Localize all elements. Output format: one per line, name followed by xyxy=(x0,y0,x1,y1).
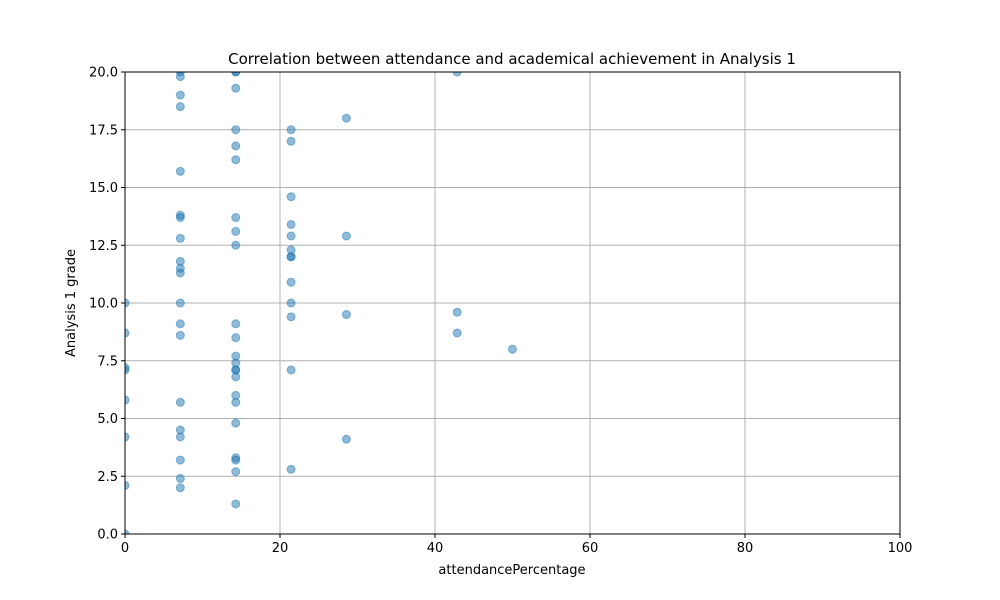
x-tick-label: 0 xyxy=(121,541,129,556)
data-point xyxy=(175,268,185,278)
data-point xyxy=(231,372,241,382)
data-point xyxy=(125,529,130,534)
data-point xyxy=(508,344,517,354)
data-point xyxy=(452,328,462,338)
data-point xyxy=(231,319,241,329)
data-point xyxy=(286,125,296,135)
data-point xyxy=(341,113,351,123)
data-point xyxy=(231,213,241,223)
data-point xyxy=(341,434,351,444)
data-point xyxy=(175,166,185,176)
data-point xyxy=(125,328,130,338)
data-point xyxy=(231,226,241,236)
data-point xyxy=(175,319,185,329)
y-tick-label: 12.5 xyxy=(89,239,118,254)
data-point xyxy=(286,312,296,322)
data-point xyxy=(175,455,185,465)
data-point xyxy=(125,480,130,490)
data-point xyxy=(175,330,185,340)
data-point xyxy=(175,102,185,112)
x-tick-label: 40 xyxy=(427,541,444,556)
chart-title: Correlation between attendance and acade… xyxy=(228,50,796,68)
data-point xyxy=(231,72,241,77)
y-axis-label: Analysis 1 grade xyxy=(64,249,79,357)
data-point xyxy=(286,192,296,202)
data-point xyxy=(125,395,130,405)
data-point xyxy=(175,72,185,82)
data-point xyxy=(231,499,241,509)
y-tick-label: 0.0 xyxy=(97,528,118,543)
data-point xyxy=(286,252,296,262)
data-point xyxy=(175,233,185,243)
data-point xyxy=(452,72,462,77)
data-point xyxy=(231,333,241,343)
data-point xyxy=(341,231,351,241)
y-tick-label: 15.0 xyxy=(89,181,118,196)
data-points xyxy=(125,72,517,534)
x-tick-label: 60 xyxy=(582,541,599,556)
data-point xyxy=(175,90,185,100)
data-point xyxy=(175,483,185,493)
data-point xyxy=(286,277,296,287)
y-tick-label: 20.0 xyxy=(89,66,118,81)
data-point xyxy=(125,298,130,308)
data-point xyxy=(125,365,130,375)
x-tick-label: 100 xyxy=(888,541,913,556)
data-point xyxy=(231,397,241,407)
x-tick-label: 80 xyxy=(737,541,754,556)
data-point xyxy=(286,365,296,375)
data-point xyxy=(231,141,241,151)
data-point xyxy=(125,432,130,442)
y-tick-label: 5.0 xyxy=(97,412,118,427)
data-point xyxy=(286,231,296,241)
data-point xyxy=(231,155,241,165)
data-point xyxy=(175,213,185,223)
y-tick-label: 10.0 xyxy=(89,297,118,312)
data-point xyxy=(175,397,185,407)
data-point xyxy=(286,464,296,474)
y-tick-label: 7.5 xyxy=(97,354,118,369)
x-tick-label: 20 xyxy=(272,541,289,556)
data-point xyxy=(231,240,241,250)
grid-lines xyxy=(124,71,901,535)
data-point xyxy=(286,219,296,229)
data-point xyxy=(231,455,241,465)
data-point xyxy=(175,432,185,442)
data-point xyxy=(231,467,241,477)
data-point xyxy=(231,418,241,428)
data-point xyxy=(175,474,185,484)
data-point xyxy=(231,125,241,135)
data-point xyxy=(286,298,296,308)
x-axis-label: attendancePercentage xyxy=(438,563,585,578)
data-point xyxy=(286,136,296,146)
y-tick-label: 17.5 xyxy=(89,123,118,138)
data-point xyxy=(452,307,462,317)
data-point xyxy=(175,298,185,308)
y-tick-label: 2.5 xyxy=(97,470,118,485)
data-point xyxy=(341,310,351,320)
data-point xyxy=(231,83,241,93)
axis-ticks: 0 20 40 60 80 100 0.0 2.5 5.0 7.5 10.0 12.5 15.0 17.5… xyxy=(89,66,912,557)
